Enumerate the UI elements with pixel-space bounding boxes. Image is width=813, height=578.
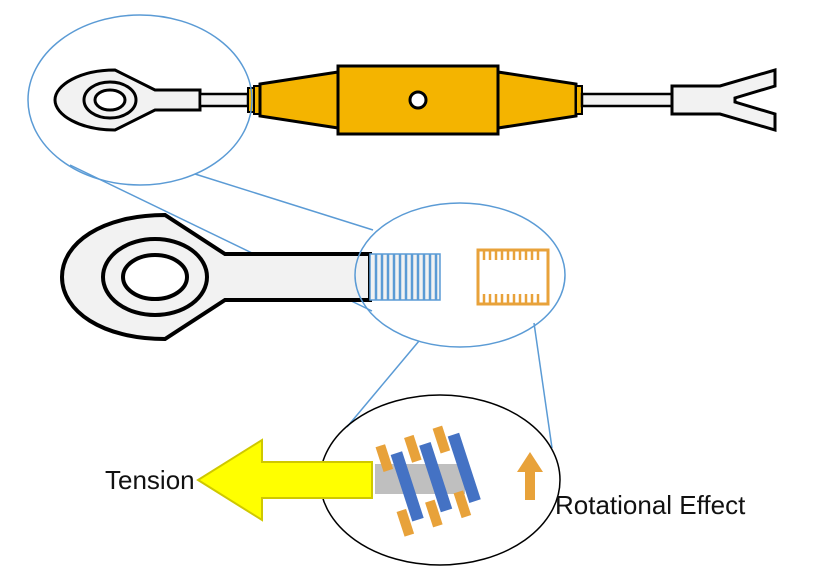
leader-2a (347, 341, 419, 427)
turnbuckle-full (55, 66, 775, 134)
tension-arrow (198, 440, 372, 520)
thread-detail (375, 426, 481, 537)
eye-bolt-left (55, 70, 248, 130)
fork-bolt-right (582, 70, 775, 130)
eye-bolt-enlarged (62, 215, 548, 339)
turnbuckle-body (248, 66, 582, 134)
rotational-label: Rotational Effect (555, 490, 745, 521)
body-thread-internal (478, 250, 548, 304)
tension-label: Tension (105, 465, 195, 496)
bolt-thread-external (370, 254, 440, 300)
leader-1a (195, 174, 373, 230)
rotational-arrow (517, 452, 543, 500)
